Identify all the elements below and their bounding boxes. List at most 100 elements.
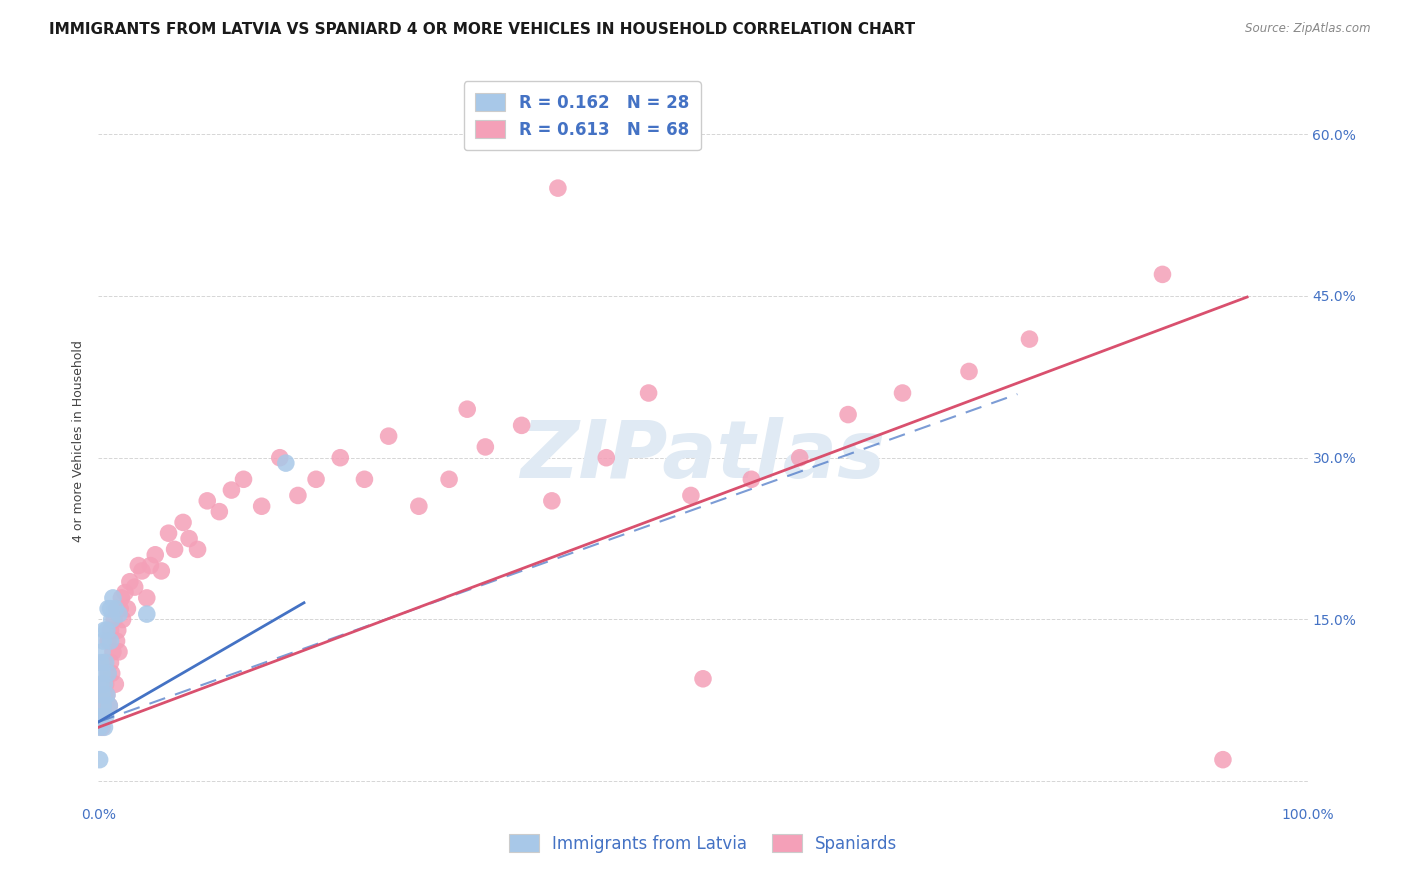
- Point: [97, 634, 120, 648]
- Point: [957, 364, 980, 378]
- Point: [108, 645, 131, 659]
- Point: [91, 666, 114, 681]
- Point: [1152, 268, 1174, 282]
- Point: [692, 672, 714, 686]
- Point: [118, 574, 141, 589]
- Point: [96, 688, 118, 702]
- Point: [101, 645, 124, 659]
- Point: [208, 505, 231, 519]
- Point: [124, 580, 146, 594]
- Point: [105, 634, 128, 648]
- Point: [172, 516, 194, 530]
- Point: [100, 612, 122, 626]
- Point: [93, 720, 115, 734]
- Point: [547, 181, 569, 195]
- Point: [274, 456, 297, 470]
- Point: [100, 634, 122, 648]
- Point: [100, 624, 122, 638]
- Point: [97, 666, 120, 681]
- Point: [540, 493, 562, 508]
- Point: [101, 591, 124, 605]
- Point: [837, 408, 859, 422]
- Point: [510, 418, 533, 433]
- Point: [98, 698, 121, 713]
- Point: [97, 601, 120, 615]
- Point: [179, 532, 201, 546]
- Point: [187, 542, 209, 557]
- Text: Source: ZipAtlas.com: Source: ZipAtlas.com: [1246, 22, 1371, 36]
- Point: [89, 720, 111, 734]
- Text: ZIPatlas: ZIPatlas: [520, 417, 886, 495]
- Point: [329, 450, 352, 465]
- Point: [111, 612, 134, 626]
- Point: [100, 656, 122, 670]
- Legend: Immigrants from Latvia, Spaniards: Immigrants from Latvia, Spaniards: [502, 828, 904, 860]
- Point: [107, 624, 129, 638]
- Point: [98, 698, 121, 713]
- Point: [287, 488, 309, 502]
- Point: [789, 450, 811, 465]
- Point: [91, 688, 114, 702]
- Point: [637, 386, 659, 401]
- Point: [96, 624, 118, 638]
- Point: [456, 402, 478, 417]
- Point: [90, 709, 112, 723]
- Point: [93, 624, 115, 638]
- Point: [93, 677, 115, 691]
- Point: [89, 753, 111, 767]
- Point: [250, 500, 273, 514]
- Point: [437, 472, 460, 486]
- Point: [100, 666, 122, 681]
- Point: [595, 450, 617, 465]
- Text: IMMIGRANTS FROM LATVIA VS SPANIARD 4 OR MORE VEHICLES IN HOUSEHOLD CORRELATION C: IMMIGRANTS FROM LATVIA VS SPANIARD 4 OR …: [49, 22, 915, 37]
- Point: [377, 429, 399, 443]
- Point: [94, 709, 117, 723]
- Point: [117, 601, 139, 615]
- Point: [91, 634, 114, 648]
- Point: [221, 483, 243, 497]
- Point: [139, 558, 162, 573]
- Point: [100, 601, 122, 615]
- Point: [97, 666, 120, 681]
- Point: [679, 488, 702, 502]
- Point: [474, 440, 496, 454]
- Point: [353, 472, 375, 486]
- Point: [90, 677, 112, 691]
- Point: [91, 645, 114, 659]
- Point: [143, 548, 166, 562]
- Point: [93, 688, 115, 702]
- Point: [269, 450, 291, 465]
- Point: [150, 564, 173, 578]
- Point: [105, 601, 128, 615]
- Point: [91, 698, 114, 713]
- Point: [104, 601, 127, 615]
- Point: [195, 493, 218, 508]
- Point: [1212, 753, 1234, 767]
- Point: [94, 656, 117, 670]
- Point: [93, 656, 115, 670]
- Point: [232, 472, 254, 486]
- Point: [103, 612, 125, 626]
- Point: [163, 542, 186, 557]
- Point: [90, 709, 112, 723]
- Point: [96, 688, 118, 702]
- Point: [131, 564, 153, 578]
- Point: [90, 656, 112, 670]
- Point: [305, 472, 328, 486]
- Point: [114, 585, 136, 599]
- Point: [127, 558, 149, 573]
- Y-axis label: 4 or more Vehicles in Household: 4 or more Vehicles in Household: [72, 341, 86, 542]
- Point: [157, 526, 180, 541]
- Point: [135, 607, 157, 621]
- Point: [94, 677, 117, 691]
- Point: [135, 591, 157, 605]
- Point: [104, 677, 127, 691]
- Point: [110, 591, 132, 605]
- Point: [108, 607, 131, 621]
- Point: [91, 698, 114, 713]
- Point: [91, 720, 114, 734]
- Point: [1018, 332, 1040, 346]
- Point: [740, 472, 762, 486]
- Point: [108, 601, 131, 615]
- Point: [891, 386, 914, 401]
